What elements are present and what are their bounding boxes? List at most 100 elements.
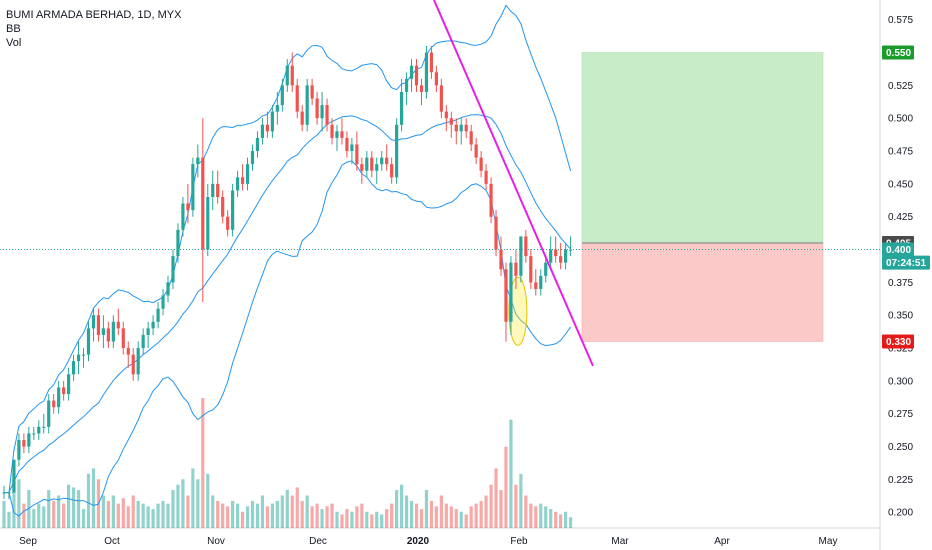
candle-body: [414, 65, 419, 86]
candle-body: [519, 236, 523, 276]
volume-bar: [320, 509, 324, 528]
volume-bar: [489, 484, 493, 528]
candle-body: [300, 111, 304, 125]
candle-body: [67, 374, 71, 395]
candle-body: [290, 65, 294, 86]
candle-body: [166, 282, 170, 296]
candle-body: [380, 157, 384, 165]
price-badge: [882, 45, 914, 60]
stop-zone: [581, 242, 824, 342]
candle-body: [484, 170, 488, 184]
volume-bar: [131, 495, 135, 528]
volume-bar: [539, 503, 543, 528]
volume-bar: [22, 503, 26, 528]
volume-bar: [335, 511, 339, 528]
volume-bar: [544, 506, 548, 528]
volume-bar: [554, 511, 558, 528]
volume-bar: [126, 506, 130, 528]
candle-body: [91, 315, 96, 329]
candle-body: [285, 65, 289, 86]
volume-bar: [136, 500, 140, 528]
volume-bar: [360, 503, 364, 528]
candle-body: [385, 157, 389, 165]
candle-body: [255, 137, 260, 152]
volume-bar: [345, 509, 349, 528]
volume-bar: [27, 490, 31, 528]
candle-body: [559, 256, 563, 263]
candle-body: [131, 354, 135, 375]
volume-bar: [290, 495, 294, 528]
candle-body: [295, 85, 299, 112]
candle-body: [404, 78, 409, 92]
volume-bar: [310, 506, 314, 528]
candle-body: [439, 85, 443, 112]
volume-bar: [409, 500, 414, 528]
volume-bar: [91, 468, 96, 528]
volume-bar: [226, 506, 230, 528]
candle-body: [52, 400, 56, 408]
volume-bar: [350, 511, 354, 528]
candle-body: [235, 177, 240, 191]
x-tick-label: Apr: [714, 536, 730, 547]
candle-body: [504, 269, 508, 322]
candle-body: [86, 328, 91, 355]
volume-bar: [166, 503, 170, 528]
candle-body: [265, 124, 270, 132]
candle-body: [310, 85, 314, 99]
candle-body: [395, 124, 399, 178]
candle-body: [240, 177, 245, 184]
volume-bar: [459, 511, 463, 528]
volume-bar: [275, 500, 279, 528]
volume-bar: [52, 500, 56, 528]
volume-bar: [121, 498, 125, 528]
candle-body: [250, 151, 255, 165]
candle-body: [360, 164, 364, 171]
x-tick-label: May: [819, 536, 838, 547]
price-badge-label: 07:24:51: [886, 258, 926, 269]
volume-bar: [355, 506, 359, 528]
vol-indicator-label[interactable]: Vol: [6, 37, 22, 49]
volume-bar: [474, 503, 478, 528]
candle-body: [171, 256, 175, 283]
candle-body: [554, 249, 558, 257]
volume-bar: [245, 506, 250, 528]
volume-bar: [295, 487, 299, 528]
volume-bar: [116, 503, 120, 528]
x-tick-label: Feb: [510, 536, 528, 547]
y-tick-label: 0.425: [888, 212, 913, 223]
volume-bar: [47, 490, 51, 528]
candle-body: [390, 164, 394, 178]
volume-bar: [265, 506, 270, 528]
candle-body: [499, 249, 503, 270]
candle-body: [141, 334, 145, 349]
candle-body: [449, 118, 453, 125]
candle-body: [509, 262, 513, 322]
candle-body: [196, 157, 200, 165]
volume-bar: [176, 484, 180, 528]
volume-bar: [464, 514, 468, 528]
price-badge: [882, 242, 914, 257]
candle-body: [186, 203, 190, 211]
volume-bar: [211, 495, 215, 528]
volume-bar: [250, 500, 255, 528]
candle-body: [126, 348, 130, 355]
x-tick-label: Sep: [19, 536, 37, 547]
target-zone: [581, 52, 824, 244]
candle-body: [136, 348, 140, 375]
volume-bar: [390, 503, 394, 528]
bb-indicator-label[interactable]: BB: [6, 23, 21, 35]
volume-bar: [564, 511, 568, 528]
y-tick-label: 0.350: [888, 311, 913, 322]
candle-body: [459, 124, 463, 132]
candle-body: [216, 183, 220, 198]
volume-bar: [449, 506, 453, 528]
candle-body: [27, 433, 31, 447]
price-badge-label: 0.400: [886, 245, 911, 256]
candle-body: [514, 262, 518, 276]
y-tick-label: 0.250: [888, 442, 913, 453]
candle-body: [47, 400, 51, 427]
candle-body: [370, 157, 374, 171]
candle-body: [330, 124, 334, 138]
symbol-title: BUMI ARMADA BERHAD, 1D, MYX: [6, 9, 182, 21]
